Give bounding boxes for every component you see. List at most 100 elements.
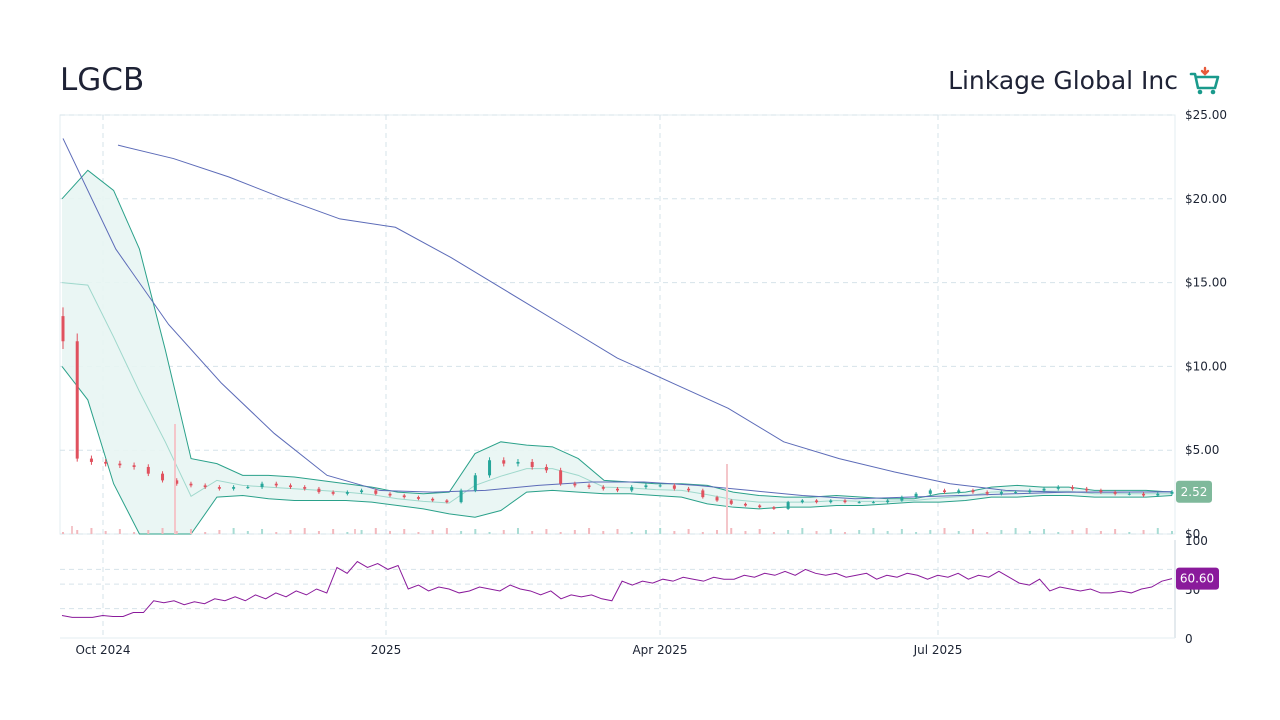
volume-bar	[559, 532, 562, 534]
candle-body	[146, 466, 150, 474]
candle-body	[758, 505, 762, 508]
volume-spike	[354, 529, 356, 534]
volume-bar	[772, 532, 775, 534]
volume-bar	[1142, 530, 1145, 534]
candle-body	[601, 487, 605, 489]
candle-body	[1042, 488, 1046, 491]
candle-body	[530, 461, 534, 467]
candle-body	[345, 492, 349, 494]
volume-bar	[1057, 532, 1060, 534]
candle-body	[246, 487, 250, 489]
volume-bar	[76, 530, 79, 534]
volume-bar	[1071, 530, 1074, 534]
volume-bar	[389, 531, 392, 534]
candle-body	[431, 498, 435, 501]
rsi-line	[61, 560, 1173, 618]
volume-bar	[858, 530, 861, 534]
volume-bar	[815, 531, 818, 534]
volume-bar	[303, 528, 306, 534]
chart-axes: $25.00 $20.00 $15.00 $10.00 $5.00 $0 Oct 2024 2…	[75, 108, 1227, 657]
sma-long-line	[117, 144, 1173, 493]
candle-body	[260, 483, 264, 488]
ticker-symbol: LGCB	[60, 62, 145, 98]
volume-bar	[843, 532, 846, 534]
volume-bar	[133, 532, 136, 534]
volume-bar	[1128, 532, 1131, 534]
volume-bar	[261, 529, 264, 534]
bollinger-bands	[61, 169, 1173, 535]
candle-body	[488, 460, 492, 476]
volume-bar	[758, 529, 761, 534]
candle-body	[900, 497, 904, 501]
rsi-badge	[1176, 567, 1219, 590]
candle-body	[1113, 492, 1117, 494]
volume-bar	[502, 530, 505, 534]
x-tick-label: Jul 2025	[913, 643, 963, 657]
candle-body	[1085, 488, 1089, 491]
volume-bar	[460, 531, 463, 534]
volume-bar	[374, 528, 377, 534]
volume-bar	[957, 531, 960, 534]
volume-bar	[801, 528, 804, 534]
candle-body	[573, 483, 577, 486]
rsi-y-tick-label: 100	[1185, 534, 1208, 548]
volume-bar	[516, 528, 519, 534]
volume-bar	[317, 531, 320, 534]
volume-bar	[104, 531, 107, 534]
candle-body	[1056, 487, 1060, 489]
candle-body	[1142, 493, 1146, 496]
candle-body	[175, 480, 179, 484]
volume-bar	[246, 531, 249, 534]
volume-bar	[573, 530, 576, 534]
candle-body	[1028, 490, 1032, 493]
volume-bar	[232, 528, 235, 534]
volume-bar	[1114, 529, 1117, 534]
candle-body	[516, 461, 520, 464]
candle-body	[743, 503, 747, 506]
volume-bar	[1156, 528, 1159, 534]
candle-body	[914, 493, 918, 498]
candle-body	[161, 473, 165, 481]
candle-body	[1014, 492, 1018, 494]
candle-body	[445, 500, 449, 503]
candle-body	[687, 488, 691, 491]
chart-grid	[59, 114, 1176, 639]
candle-body	[772, 507, 776, 509]
volume-bar	[602, 531, 605, 534]
candle-body	[388, 493, 392, 496]
candle-body	[217, 487, 221, 489]
candle-body	[943, 490, 947, 493]
volume-bar	[659, 528, 662, 534]
candle-body	[786, 502, 790, 509]
price-y-tick-label: $15.00	[1185, 276, 1227, 290]
volume-bar	[161, 528, 164, 534]
candle-body	[843, 500, 847, 503]
candle-body	[829, 500, 833, 503]
candle-body	[132, 465, 136, 467]
rsi-y-tick-label: 0	[1185, 632, 1193, 646]
candle-body	[644, 485, 648, 488]
rsi-badge-label: 60.60	[1180, 572, 1214, 586]
candle-body	[630, 487, 634, 491]
price-badge	[1176, 480, 1212, 503]
candle-body	[374, 490, 378, 494]
volume-bar	[1085, 528, 1088, 534]
volume-bar	[701, 532, 704, 534]
volume-bar	[531, 531, 534, 534]
candle-body	[587, 485, 591, 488]
candle-body	[985, 492, 989, 494]
volume-bar	[1043, 529, 1046, 534]
candle-body	[886, 500, 890, 503]
volume-bar	[1099, 531, 1102, 534]
volume-bar	[332, 529, 335, 534]
volume-bar	[730, 528, 733, 534]
candle-body	[616, 488, 619, 491]
candle-body	[402, 495, 406, 498]
bollinger-upper-line	[61, 169, 1173, 500]
volume-bar	[900, 529, 903, 534]
candle-body	[317, 488, 321, 493]
company-name: Linkage Global Inc	[948, 66, 1178, 95]
candle-body	[658, 485, 662, 487]
candle-body	[715, 497, 719, 501]
